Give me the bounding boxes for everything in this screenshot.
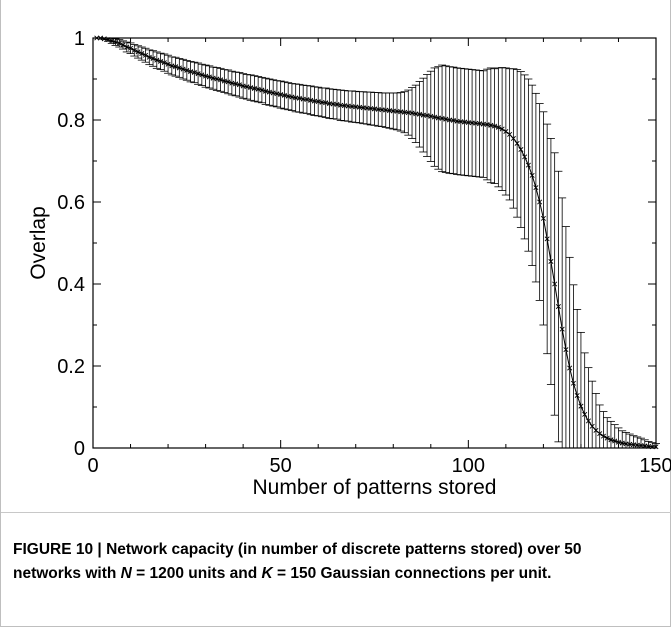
y-axis-label: Overlap	[27, 206, 50, 280]
x-tick-label: 50	[270, 455, 292, 477]
y-axis-ticks: 0 0.2 0.4 0.6 0.8 1	[57, 28, 656, 460]
y-tick-label: 0.2	[57, 356, 85, 378]
y-tick-label: 0.6	[57, 192, 85, 214]
caption-variable-k: K	[261, 565, 273, 582]
overlap-chart: 0 50 100 150 0 0.2 0.4 0.6 0.8 1 Number of patte…	[27, 28, 671, 499]
x-tick-label: 100	[452, 455, 485, 477]
caption-figure-label: FIGURE 10 |	[13, 541, 107, 558]
y-tick-label: 1	[74, 28, 85, 50]
x-tick-label: 150	[639, 455, 671, 477]
y-tick-label: 0	[74, 438, 85, 460]
x-axis-label: Number of patterns stored	[253, 476, 497, 499]
caption-text-part-1: Network capacity (in number of discrete …	[13, 541, 582, 582]
x-tick-label: 0	[87, 455, 98, 477]
caption-text-part-2: = 1200 units and	[131, 565, 262, 582]
x-axis-ticks: 0 50 100 150	[87, 38, 671, 477]
caption-variable-n: N	[120, 565, 132, 582]
caption-divider	[1, 512, 671, 513]
y-tick-label: 0.8	[57, 110, 85, 132]
figure-caption: FIGURE 10 | Network capacity (in number …	[13, 538, 653, 586]
caption-text-part-3: = 150 Gaussian connections per unit.	[272, 565, 552, 582]
series-line	[96, 37, 656, 448]
error-bar-group	[100, 37, 660, 448]
y-tick-label: 0.4	[57, 274, 85, 296]
